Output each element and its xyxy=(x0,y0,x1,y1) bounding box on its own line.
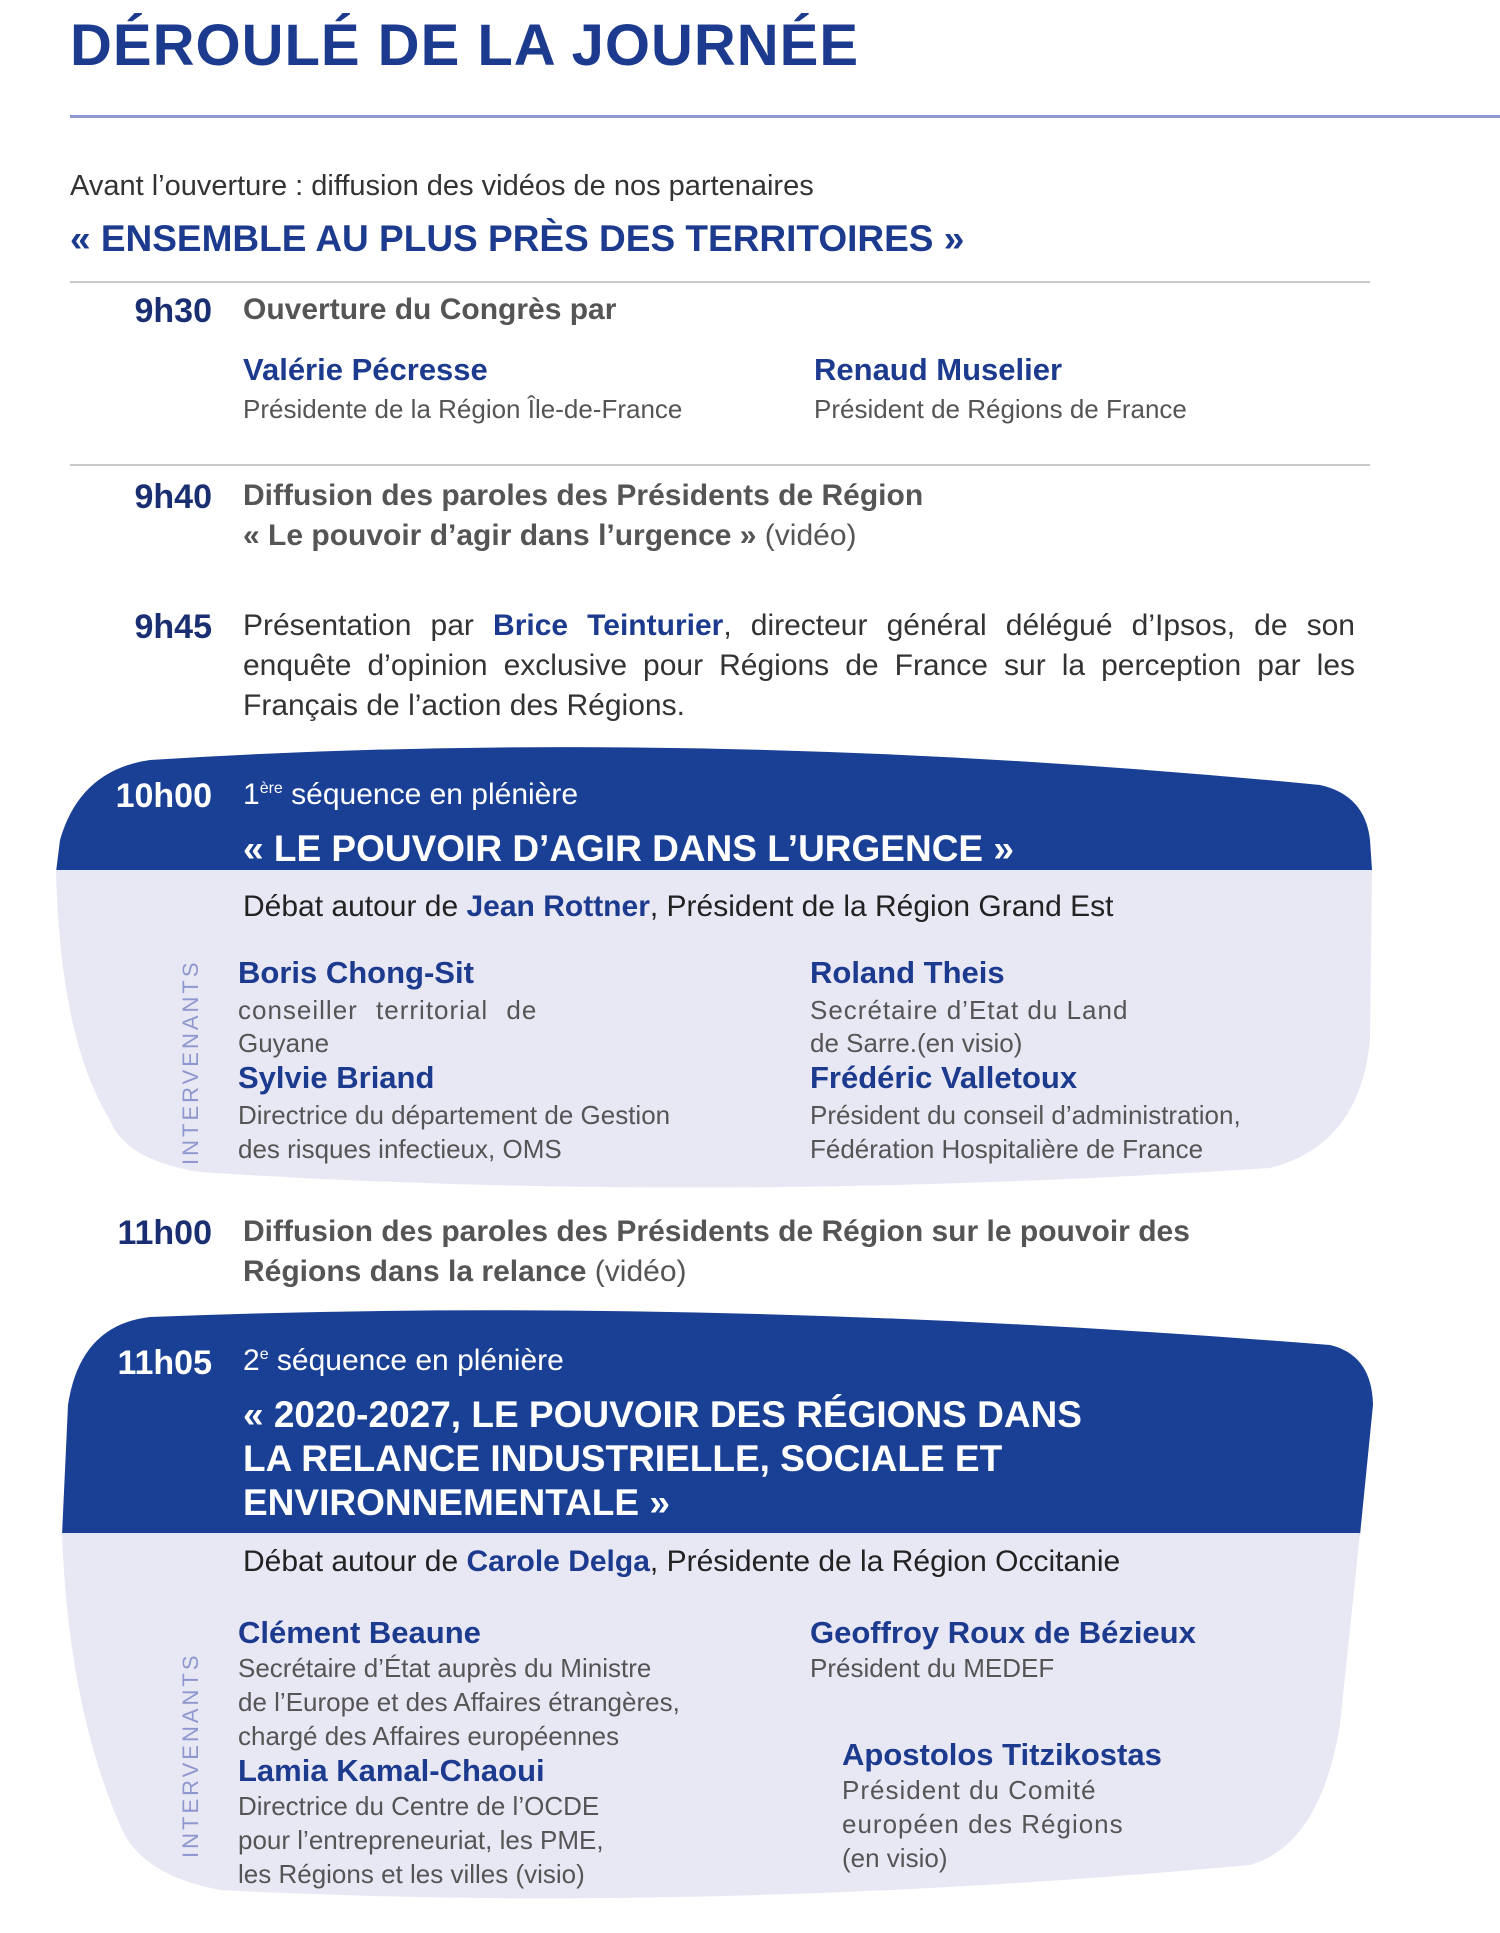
sequence-label: 2e séquence en plénière xyxy=(243,1344,564,1378)
speaker: Geoffroy Roux de Bézieux Président du ME… xyxy=(810,1615,1196,1685)
speaker-role: de Sarre.(en visio) xyxy=(810,1028,1023,1058)
text-part: , directeur général délégué d’Ipsos, de … xyxy=(243,609,1355,722)
time-9h45: 9h45 xyxy=(134,608,213,646)
speaker-name: Geoffroy Roux de Bézieux xyxy=(810,1615,1196,1650)
seq-num: 1 xyxy=(243,778,260,811)
session-text: Présentation par Brice Teinturier, direc… xyxy=(243,606,1355,726)
time-9h40: 9h40 xyxy=(134,478,213,516)
speaker-role: Directrice du Centre de l’OCDE xyxy=(238,1791,600,1821)
seq-text: séquence en plénière xyxy=(282,778,579,811)
speaker-name: Roland Theis xyxy=(810,955,1005,990)
speaker-role: (en visio) xyxy=(842,1843,948,1873)
speaker-role: Directrice du département de Gestion xyxy=(238,1100,671,1130)
speaker-name: Frédéric Valletoux xyxy=(810,1060,1078,1095)
theme-line: « 2020-2027, LE POUVOIR DES RÉGIONS DANS xyxy=(243,1394,1082,1435)
speaker: Clément Beaune Secrétaire d’État auprès … xyxy=(238,1615,680,1753)
title-rule xyxy=(70,115,1500,118)
speaker-role: Président de Régions de France xyxy=(814,394,1187,424)
time-9h30: 9h30 xyxy=(134,292,213,330)
debate-line: Débat autour de Carole Delga, Présidente… xyxy=(243,1545,1120,1579)
video-title: « Le pouvoir d’agir dans l’urgence » xyxy=(243,519,757,552)
speaker-role: Fédération Hospitalière de France xyxy=(810,1134,1204,1164)
video-suffix: (vidéo) xyxy=(756,519,857,552)
speaker: Apostolos Titzikostas Président du Comit… xyxy=(842,1737,1162,1875)
speaker-role: Secrétaire d’Etat du Land xyxy=(810,995,1129,1025)
speaker-role: chargé des Affaires européennes xyxy=(238,1721,620,1751)
session-line: Diffusion des paroles des Présidents de … xyxy=(243,1215,1190,1248)
moderator-name: Jean Rottner xyxy=(466,890,650,923)
time-10h00: 10h00 xyxy=(115,777,212,815)
time-11h00: 11h00 xyxy=(117,1214,212,1252)
text-part: Présentation par xyxy=(243,609,494,642)
divider xyxy=(70,464,1370,466)
intervenants-label: INTERVENANTS xyxy=(178,959,203,1165)
speaker-role: Guyane xyxy=(238,1028,330,1058)
session-line: « Le pouvoir d’agir dans l’urgence » (vi… xyxy=(243,516,923,556)
time-11h05: 11h05 xyxy=(117,1344,212,1382)
speaker-name: Clément Beaune xyxy=(238,1615,481,1650)
text-part: Débat autour de xyxy=(243,890,467,923)
speaker-role: les Régions et les villes (visio) xyxy=(238,1859,585,1889)
speaker-role: Secrétaire d’État auprès du Ministre xyxy=(238,1653,652,1683)
session-line: Régions dans la relance (vidéo) xyxy=(243,1252,1355,1292)
intervenants-label: INTERVENANTS xyxy=(178,1652,203,1858)
theme-line: LA RELANCE INDUSTRIELLE, SOCIALE ET xyxy=(243,1438,1003,1479)
speaker-name: Sylvie Briand xyxy=(238,1060,435,1095)
speaker-name: Valérie Pécresse xyxy=(243,352,488,387)
speaker-role: conseiller territorial de xyxy=(238,995,538,1025)
sequence-label: 1ère séquence en plénière xyxy=(243,778,578,812)
debate-line: Débat autour de Jean Rottner, Président … xyxy=(243,890,1113,924)
speaker-role: européen des Régions xyxy=(842,1809,1124,1839)
intro-text: Avant l’ouverture : diffusion des vidéos… xyxy=(70,170,814,202)
speaker-name: Apostolos Titzikostas xyxy=(842,1737,1162,1772)
speaker: Lamia Kamal-Chaoui Directrice du Centre … xyxy=(238,1753,604,1891)
speaker-name: Lamia Kamal-Chaoui xyxy=(238,1753,545,1788)
divider xyxy=(70,281,1370,283)
session-text: Diffusion des paroles des Présidents de … xyxy=(243,1212,1355,1292)
speaker-role: pour l’entrepreneuriat, les PME, xyxy=(238,1825,604,1855)
moderator-name: Carole Delga xyxy=(466,1545,650,1578)
presenter-name: Brice Teinturier xyxy=(493,609,724,642)
sequence-theme: « 2020-2027, LE POUVOIR DES RÉGIONS DANS… xyxy=(243,1393,1082,1525)
speaker-role: Président du MEDEF xyxy=(810,1653,1055,1683)
speaker-name: Renaud Muselier xyxy=(814,352,1063,387)
session-block-2-shape xyxy=(62,1310,1373,1899)
speaker-role: Président du conseil d’administration, xyxy=(810,1100,1241,1130)
seq-text: séquence en plénière xyxy=(268,1344,564,1377)
speaker-role: Président du Comité xyxy=(842,1775,1097,1805)
seq-num: 2 xyxy=(243,1344,260,1377)
text-part: Débat autour de xyxy=(243,1545,467,1578)
speaker-role: des risques infectieux, OMS xyxy=(238,1134,562,1164)
session-line: Diffusion des paroles des Présidents de … xyxy=(243,479,924,512)
speaker-role: de l’Europe et des Affaires étrangères, xyxy=(238,1687,680,1717)
speaker-name: Boris Chong-Sit xyxy=(238,955,474,990)
session-block-1-shape xyxy=(56,747,1372,1188)
seq-sup: ère xyxy=(259,780,283,797)
video-suffix: (vidéo) xyxy=(586,1255,687,1288)
theme-line: ENVIRONNEMENTALE » xyxy=(243,1482,670,1523)
speaker-role: Présidente de la Région Île-de-France xyxy=(243,394,683,424)
text-part: , Président de la Région Grand Est xyxy=(649,890,1114,923)
text-part: , Présidente de la Région Occitanie xyxy=(649,1545,1121,1578)
text-part: Régions dans la relance xyxy=(243,1255,587,1288)
session-text: Diffusion des paroles des Présidents de … xyxy=(243,476,923,556)
seq-sup: e xyxy=(259,1346,269,1363)
page-title: DÉROULÉ DE LA JOURNÉE xyxy=(70,13,860,78)
opening-text: Ouverture du Congrès par xyxy=(243,293,617,326)
sequence-theme: « LE POUVOIR D’AGIR DANS L’URGENCE » xyxy=(243,828,1014,869)
intro-title: « ENSEMBLE AU PLUS PRÈS DES TERRITOIRES … xyxy=(70,218,965,259)
